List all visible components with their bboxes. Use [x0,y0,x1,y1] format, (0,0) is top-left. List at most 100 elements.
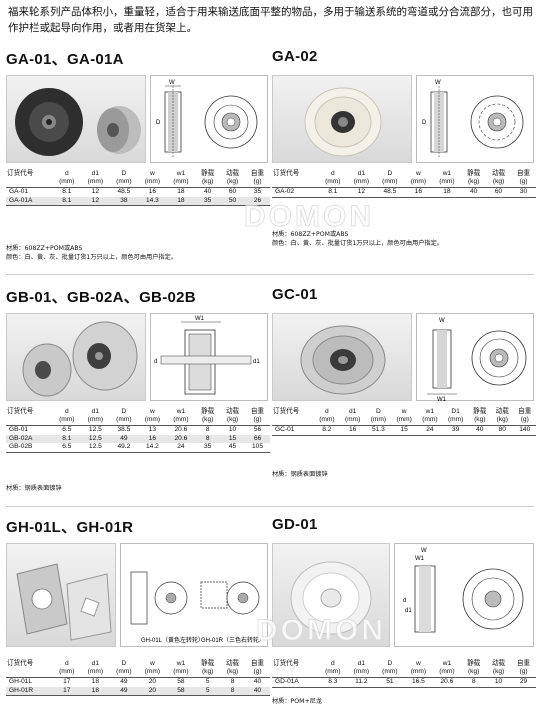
column-unit: (mm) [81,668,110,678]
table-cell: 140 [513,425,536,436]
column-header: d [330,660,335,667]
column-unit: (kg) [461,668,487,678]
table-cell: 48.5 [375,187,405,198]
column-header: 动载 [225,408,240,415]
table-cell: 16 [138,187,167,197]
technical-drawing-gb-01: W1 d1 d [150,313,268,401]
table-cell: GB-01 [6,425,53,435]
column-header: 动载 [225,660,240,667]
table-cell: 20.6 [432,677,462,688]
table-cell: 48.5 [109,187,139,197]
table-cell: 60 [486,187,512,198]
column-header: D [387,660,393,667]
table-row: GB-01 6.5 12.5 38.5 13 20.6 8 10 56 [6,425,270,435]
column-header: D [387,170,393,177]
column-unit: (kg) [195,416,221,426]
column-unit: (mm) [432,668,462,678]
table-cell: 49.2 [109,443,139,453]
table-cell: 40 [468,425,491,436]
table-row: GB-02B 6.5 12.5 49.2 14.2 24 35 45 105 [6,443,270,453]
column-header: 自重 [516,170,531,177]
table-cell: 8.1 [52,187,82,197]
column-header: 静载 [467,170,481,177]
section-divider [6,506,534,507]
table-row: GD-01A 8.3 11.2 51 16.5 20.6 8 10 29 [272,677,536,688]
column-unit: (kg) [486,178,512,188]
table-row: GH-01L 17 18 49 20 58 5 8 40 [6,677,270,687]
column-header: w1 [176,408,186,415]
column-unit: (kg) [220,416,246,426]
column-unit: (mm) [138,178,167,188]
column-header: 动载 [491,170,506,177]
column-header: 静载 [201,170,215,177]
table-cell: 38.5 [109,425,139,435]
column-unit: (mm) [375,668,405,678]
table-cell: 51 [375,677,405,688]
table-cell: 18 [166,196,196,206]
table-cell: 38 [109,196,139,206]
dim-label-w: W [169,80,175,86]
color-note: 颜色：白、黄、灰、批量订货1万只以上，颜色可由用户指定。 [272,240,443,247]
column-header: w [401,408,407,415]
column-unit: (kg) [486,668,512,678]
product-title: GA-02 [272,48,318,65]
table-cell: 8.3 [318,677,348,688]
table-cell: 16.5 [404,677,433,688]
column-header: d1 [357,170,366,177]
column-header: 自重 [518,408,532,415]
column-unit: (g) [245,416,270,426]
table-row: GA-02 8.1 12 48.5 16 18 40 60 30 [272,187,536,198]
dim-label-w1: W1 [195,316,205,322]
column-header: 自重 [250,170,265,177]
table-row: GA-01A 8.1 12 38 14.3 18 35 50 26 [6,196,270,206]
table-cell: 50 [220,196,246,206]
column-unit: (mm) [81,416,110,426]
column-header: D [121,660,127,667]
column-header: w1 [442,660,452,667]
table-cell: 8.2 [314,425,340,436]
column-unit [272,668,319,678]
column-unit: (mm) [442,416,469,426]
table-cell: 49 [109,434,139,443]
table-cell: 24 [166,443,196,453]
dim-label-d: D [422,120,427,126]
table-cell: 49 [109,686,139,696]
column-header: d1 [91,660,100,667]
column-header: 自重 [250,660,265,667]
table-cell: 35 [195,196,221,206]
column-header: 动载 [225,170,240,177]
technical-drawing-gh-01: GH-01L（黄色左转轮） GH-01R（三色右转轮） [120,543,268,647]
table-cell: 58 [166,677,196,687]
column-header: w1 [176,660,186,667]
table-cell: 20.6 [166,425,196,435]
table-cell: 60 [220,187,246,197]
column-unit: (mm) [138,668,167,678]
column-header: w [150,408,155,415]
column-unit: (g) [511,178,536,188]
table-cell: GC-01 [272,425,315,436]
column-header: 动载 [495,408,509,415]
table-cell: 8 [195,434,221,443]
column-unit [6,416,53,426]
column-unit: (mm) [365,416,392,426]
column-unit: (kg) [220,668,246,678]
column-header: d1 [91,170,100,177]
table-cell: 18 [166,187,196,197]
table-cell: 12 [81,187,110,197]
table-cell: GH-01R [6,686,53,696]
column-unit [272,416,315,426]
material-note: 材质：608ZZ+POM或ABS [272,231,349,238]
column-unit: (g) [245,668,270,678]
column-header: 订货代号 [273,408,300,415]
table-cell: 39 [442,425,469,436]
column-header: 订货代号 [273,170,300,177]
technical-drawing-gc-01: W W1 [416,313,534,403]
table-cell: 12 [347,187,376,198]
table-cell: 12.5 [81,425,110,435]
caption-gh-01r: GH-01R（三色右转轮） [201,636,265,644]
dim-label-d1: d1 [405,608,412,614]
table-cell: 10 [220,425,246,435]
column-unit: (mm) [432,178,462,188]
table-cell: GB-02B [6,443,53,453]
product-photo-ga-01 [6,75,146,163]
